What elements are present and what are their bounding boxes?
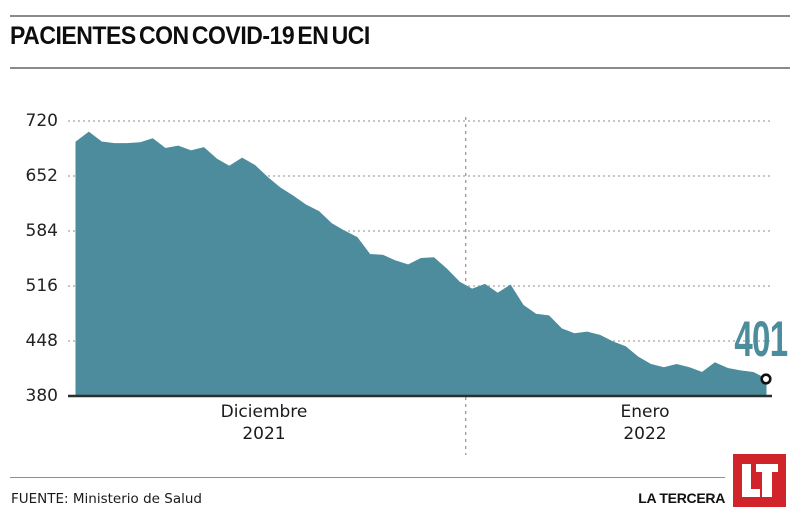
x-label-january: Enero 2022 <box>565 401 725 445</box>
x-label-january-year: 2022 <box>623 424 667 444</box>
y-tick-720: 720 <box>25 111 58 131</box>
x-label-december-month: Diciembre <box>220 402 308 422</box>
footer-rule <box>10 477 725 478</box>
brand-name: LA TERCERA <box>638 490 725 506</box>
source-credit: FUENTE: Ministerio de Salud <box>11 491 202 507</box>
y-tick-380: 380 <box>25 386 58 406</box>
endpoint-marker <box>760 373 772 385</box>
latest-value-callout: 401 <box>733 311 788 367</box>
y-tick-448: 448 <box>25 331 58 351</box>
x-label-december-year: 2021 <box>242 424 286 444</box>
logo-t-stem <box>762 464 772 497</box>
y-tick-584: 584 <box>25 221 58 241</box>
y-tick-516: 516 <box>25 276 58 296</box>
logo-text: LT <box>733 454 734 455</box>
top-rule <box>10 15 790 17</box>
x-label-december: Diciembre 2021 <box>184 401 344 445</box>
page-title: PACIENTES CON COVID-19 EN UCI <box>10 22 370 50</box>
x-label-january-month: Enero <box>620 402 670 422</box>
y-tick-652: 652 <box>25 166 58 186</box>
area-series <box>75 131 767 397</box>
logo-l-foot <box>742 489 760 497</box>
la-tercera-logo: LT <box>733 454 786 507</box>
title-divider-rule <box>10 67 790 69</box>
logo-l-stem <box>742 464 751 497</box>
